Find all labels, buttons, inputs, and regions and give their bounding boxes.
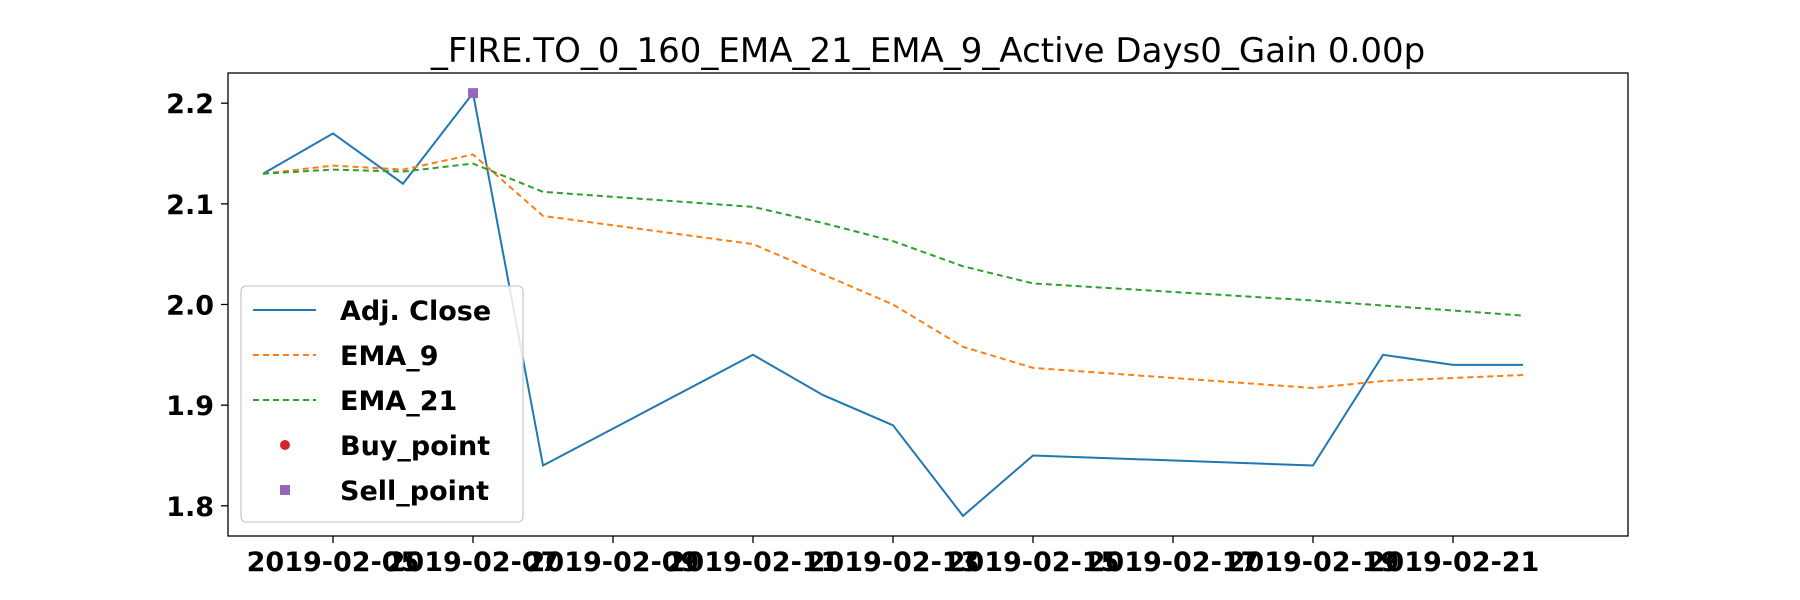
chart-title: _FIRE.TO_0_160_EMA_21_EMA_9_Active Days0… bbox=[430, 31, 1425, 71]
x-tick-label: 2019-02-09 bbox=[527, 547, 700, 578]
legend-entry: Adj. Close bbox=[253, 296, 491, 327]
trade-markers bbox=[468, 88, 478, 99]
plot-lines bbox=[262, 90, 1524, 518]
legend-label: EMA_9 bbox=[340, 341, 439, 372]
legend-swatch bbox=[280, 485, 290, 495]
x-tick-label: 2019-02-07 bbox=[387, 547, 560, 578]
x-tick-label: 2019-02-11 bbox=[667, 547, 840, 578]
legend: Adj. Close EMA_9 EMA_21 Buy_point Sell_point bbox=[240, 285, 524, 523]
y-tick-label: 2.2 bbox=[166, 89, 214, 120]
legend-entry: Sell_point bbox=[280, 476, 489, 507]
x-tick-label: 2019-02-17 bbox=[1087, 547, 1260, 578]
legend-label: Adj. Close bbox=[340, 296, 491, 327]
y-tick-label: 1.9 bbox=[166, 391, 214, 422]
legend-entry: EMA_21 bbox=[253, 386, 457, 417]
y-tick-label: 1.8 bbox=[166, 492, 214, 523]
x-tick-label: 2019-02-05 bbox=[247, 547, 420, 578]
series-line-1 bbox=[262, 90, 1523, 518]
x-tick-label: 2019-02-19 bbox=[1227, 547, 1400, 578]
x-axis: 2019-02-052019-02-072019-02-092019-02-11… bbox=[247, 536, 1540, 578]
series-line-3 bbox=[262, 162, 1524, 317]
y-tick-label: 2.0 bbox=[166, 291, 214, 322]
legend-label: EMA_21 bbox=[340, 386, 457, 417]
legend-entry: EMA_9 bbox=[253, 341, 439, 372]
x-tick-label: 2019-02-13 bbox=[807, 547, 980, 578]
y-axis: 1.8 1.9 2.0 2.1 2.2 bbox=[166, 89, 228, 523]
legend-swatch bbox=[280, 440, 290, 450]
y-tick-label: 2.1 bbox=[166, 190, 214, 221]
legend-label: Buy_point bbox=[340, 431, 490, 462]
legend-entry: Buy_point bbox=[280, 431, 490, 462]
x-tick-label: 2019-02-21 bbox=[1367, 547, 1540, 578]
sell-point-1 bbox=[468, 88, 478, 99]
legend-label: Sell_point bbox=[340, 476, 489, 507]
x-tick-label: 2019-02-15 bbox=[947, 547, 1120, 578]
series-line-2 bbox=[262, 153, 1524, 390]
legend-box bbox=[240, 285, 524, 523]
